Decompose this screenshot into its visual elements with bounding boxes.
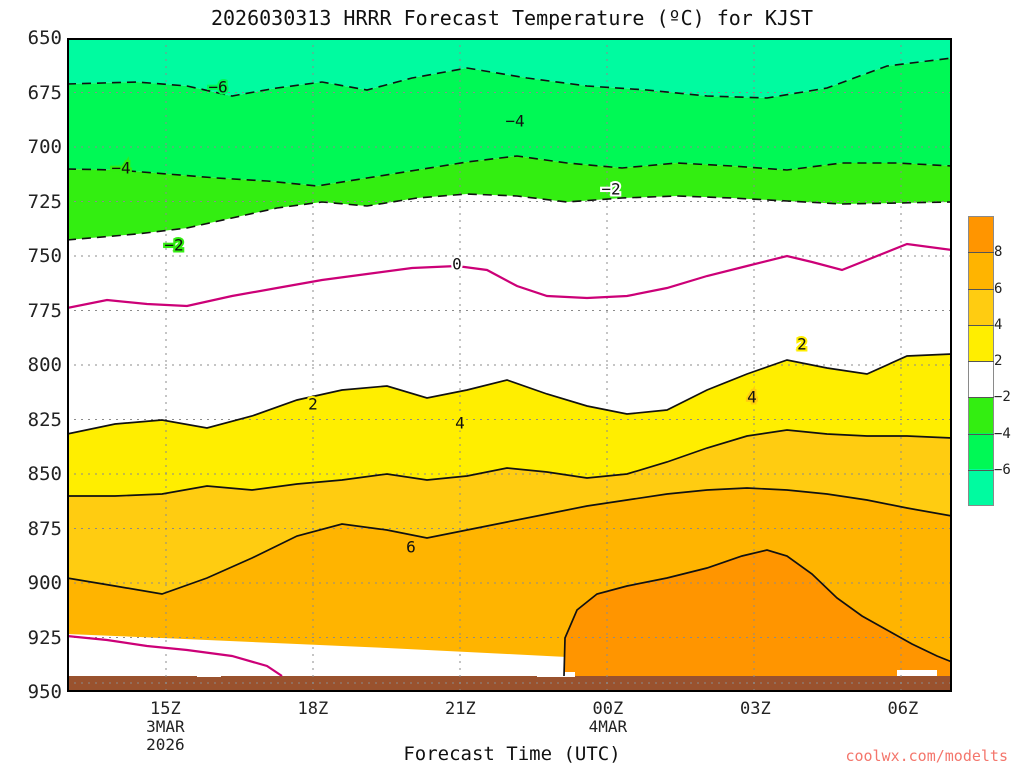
contour-labels: −6 −4 −4 −2 −2 0 2 2 4 4 6	[109, 76, 808, 559]
contour-line-zero-upper	[67, 242, 952, 310]
colorbar-tickmark	[968, 324, 994, 326]
svg-text:−2: −2	[164, 236, 183, 255]
y-tick-800: 800	[27, 354, 62, 376]
x-tick-03Z: 03Z	[739, 699, 771, 719]
svg-text:0: 0	[452, 255, 462, 274]
y-tick-725: 725	[27, 190, 62, 213]
colorbar-tickmark	[968, 252, 994, 254]
y-tick-900: 900	[27, 572, 62, 594]
colorbar-band	[969, 469, 993, 505]
colorbar-tick--4: −4	[994, 425, 1011, 442]
colorbar-tick-4: 4	[994, 316, 1003, 333]
contour-line-2-lower	[67, 523, 468, 595]
contour-line-zero-lower	[67, 634, 283, 677]
colorbar-tick--6: −6	[994, 461, 1011, 478]
y-tick-875: 875	[27, 517, 62, 540]
contour-line-4	[67, 429, 952, 497]
y-tick-700: 700	[27, 136, 62, 158]
x-tick-21Z: 21Z	[444, 699, 476, 719]
svg-text:2: 2	[308, 395, 318, 414]
contour-line-minus4	[67, 155, 952, 187]
x-tick-18Z: 18Z	[297, 699, 329, 719]
band-minus4-minus2	[67, 156, 952, 240]
terrain-band	[67, 676, 952, 692]
contour-line-minus6	[67, 57, 952, 99]
contour-plot-svg: −6 −4 −4 −2 −2 0 2 2 4 4 6	[67, 38, 952, 692]
contour-line-8	[563, 549, 952, 677]
x-tick-06Z: 06Z	[887, 699, 919, 719]
svg-text:−2: −2	[601, 180, 620, 199]
contour-line-6	[466, 487, 952, 531]
svg-text:4: 4	[455, 414, 465, 433]
y-tick-850: 850	[27, 463, 62, 485]
colorbar-tick--2: −2	[994, 389, 1011, 406]
y-tick-825: 825	[27, 408, 62, 431]
colorbar-band	[969, 397, 993, 433]
plot-frame	[67, 38, 952, 692]
colorbar-tickmark	[968, 433, 994, 435]
y-tick-750: 750	[27, 245, 62, 267]
colorbar-tick-6: 6	[994, 280, 1003, 297]
y-tick-675: 675	[27, 81, 62, 104]
x-axis-title: Forecast Time (UTC)	[403, 743, 621, 765]
colorbar-tickmark	[968, 397, 994, 399]
y-tick-650: 650	[27, 27, 62, 49]
svg-text:6: 6	[406, 538, 416, 557]
x-tick-15Z: 15Z 3MAR 2026	[146, 699, 185, 754]
y-tick-925: 925	[27, 626, 62, 649]
colorbar-tick-8: 8	[994, 244, 1003, 261]
band-2-4	[67, 354, 952, 496]
colorbar-band	[969, 217, 993, 253]
contour-line-2	[67, 353, 952, 435]
colorbar-tickmark	[968, 469, 994, 471]
svg-text:2: 2	[797, 335, 807, 354]
y-tick-950: 950	[27, 681, 62, 703]
x-tick-00Z: 00Z 4MAR	[588, 699, 628, 736]
page-title: 2026030313 HRRR Forecast Temperature (ºC…	[210, 6, 814, 30]
svg-text:−4: −4	[505, 112, 524, 131]
gridlines	[67, 38, 952, 692]
band-4-6	[67, 430, 952, 594]
band-minus6-minus4	[67, 58, 952, 186]
svg-text:−6: −6	[208, 78, 227, 97]
colorbar-band	[969, 361, 993, 397]
svg-text:−4: −4	[111, 159, 130, 178]
band-below-minus6	[67, 38, 952, 98]
svg-text:4: 4	[747, 388, 757, 407]
watermark: coolwx.com/modelts	[845, 747, 1008, 765]
colorbar-band	[969, 325, 993, 361]
colorbar-band	[969, 253, 993, 289]
colorbar-band	[969, 289, 993, 325]
colorbar-band	[969, 433, 993, 469]
y-tick-775: 775	[27, 299, 62, 322]
band-8-10	[564, 550, 952, 676]
colorbar-tickmark	[968, 288, 994, 290]
colorbar-tickmark	[968, 361, 994, 362]
colorbar-tick-2: 2	[994, 353, 1003, 369]
y-axis-tick-labels: 650 675 700 725 750 775 800 825 850 875 900 925 950	[0, 0, 62, 768]
plot-area: −6 −4 −4 −2 −2 0 2 2 4 4 6	[67, 38, 952, 692]
